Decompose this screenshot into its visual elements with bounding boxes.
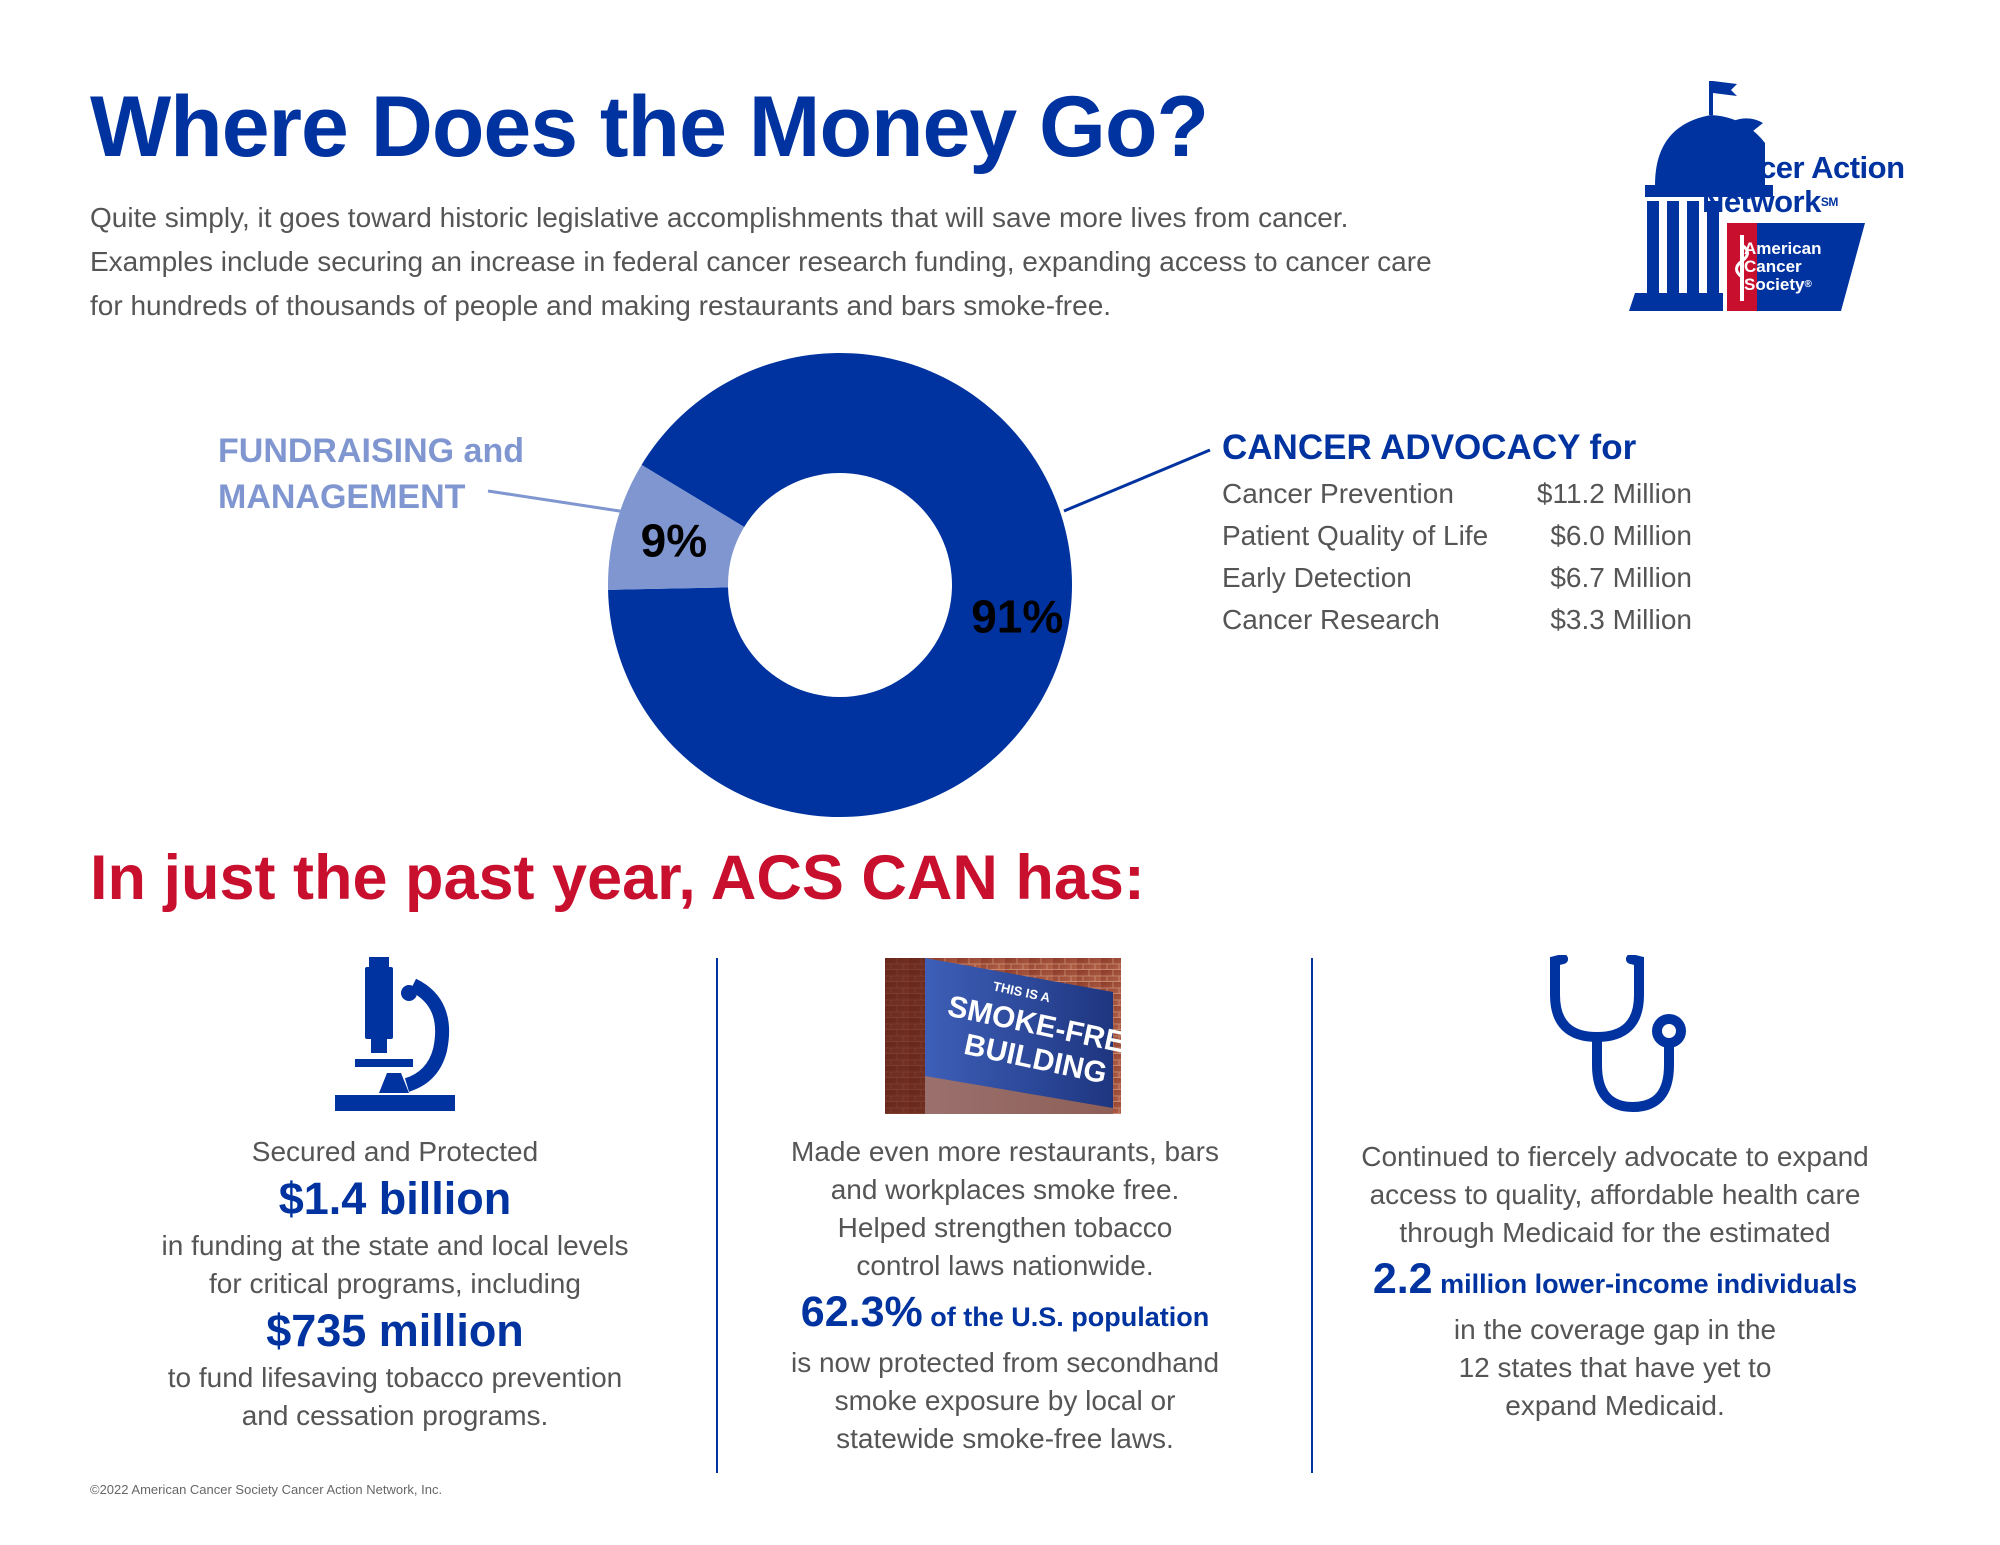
microscope-icon	[335, 957, 455, 1111]
text-line: Continued to fiercely advocate to expand	[1361, 1141, 1869, 1172]
fundraising-label: FUNDRAISING and MANAGEMENT	[218, 428, 524, 520]
acs-line-society: Society	[1744, 275, 1805, 294]
acs-line: American	[1744, 239, 1822, 258]
advocacy-title: CANCER ADVOCACY for	[1222, 428, 1637, 467]
population-suffix: of the U.S. population	[922, 1302, 1210, 1332]
service-mark: SM	[1820, 195, 1839, 209]
text-line: for critical programs, including	[209, 1268, 581, 1299]
text-line: Helped strengthen tobacco	[837, 1212, 1173, 1243]
advocacy-category: Early Detection	[1222, 562, 1412, 593]
achievement-smoke-free: Made even more restaurants, bars and wor…	[725, 1133, 1285, 1458]
advocacy-amount: $11.2 Million	[1536, 478, 1692, 509]
text-line: Secured and Protected	[251, 1136, 539, 1167]
copyright-notice: ©2022 American Cancer Society Cancer Act…	[90, 1482, 443, 1497]
slice-label-advocacy: 91%	[971, 590, 1063, 642]
text-line: through Medicaid for the estimated	[1399, 1217, 1831, 1248]
advocacy-amount: $6.0 Million	[1550, 520, 1692, 551]
population-percent: 62.3%	[800, 1288, 923, 1336]
advocacy-row: Patient Quality of Life $6.0 Million	[1222, 515, 1692, 557]
text-line: expand Medicaid.	[1505, 1390, 1725, 1421]
text-line: in the coverage gap in the	[1453, 1314, 1777, 1345]
advocacy-breakdown: Cancer Prevention $11.2 Million Patient …	[1222, 473, 1692, 641]
funding-amount: $1.4 billion	[278, 1173, 512, 1224]
advocacy-category: Cancer Research	[1222, 604, 1440, 635]
slice-fundraising	[608, 464, 745, 590]
intro-paragraph: Quite simply, it goes toward historic le…	[90, 196, 1490, 328]
cancer-action-network-logo	[1629, 81, 1865, 311]
column-divider	[716, 958, 718, 1473]
intro-line: Quite simply, it goes toward historic le…	[90, 202, 1349, 233]
logo-title-network: Network	[1702, 184, 1821, 219]
text-line: 12 states that have yet to	[1458, 1352, 1772, 1383]
logo-title-line: NetworkSM	[1702, 185, 1905, 219]
coverage-gap-stat: 2.2 million lower-income individuals	[1330, 1252, 1900, 1311]
text-line: access to quality, affordable health car…	[1369, 1179, 1861, 1210]
text-line: in funding at the state and local levels	[161, 1230, 629, 1261]
intro-line: for hundreds of thousands of people and …	[90, 290, 1112, 321]
advocacy-row: Early Detection $6.7 Million	[1222, 557, 1692, 599]
column-divider	[1311, 958, 1313, 1473]
population-stat: 62.3% of the U.S. population	[725, 1285, 1285, 1344]
advocacy-row: Cancer Prevention $11.2 Million	[1222, 473, 1692, 515]
smoke-free-sign-photo: THIS IS A SMOKE-FREE BUILDING	[885, 958, 1121, 1114]
fundraising-label-line: FUNDRAISING and	[218, 432, 524, 470]
achievement-medicaid: Continued to fiercely advocate to expand…	[1330, 1138, 1900, 1425]
slice-advocacy	[608, 352, 1072, 817]
section-heading: In just the past year, ACS CAN has:	[90, 843, 1145, 913]
acs-line: Cancer	[1744, 257, 1802, 276]
achievement-funding: Secured and Protected $1.4 billion in fu…	[120, 1133, 670, 1435]
text-line: and workplaces smoke free.	[830, 1174, 1180, 1205]
tobacco-funding-amount: $735 million	[266, 1305, 524, 1356]
text-line: Made even more restaurants, bars	[791, 1136, 1219, 1167]
advocacy-amount: $6.7 Million	[1550, 562, 1692, 593]
stethoscope-icon	[1550, 955, 1686, 1113]
advocacy-amount: $3.3 Million	[1550, 604, 1692, 635]
donut-chart: 91% 9%	[608, 352, 1072, 817]
text-line: and cessation programs.	[241, 1400, 549, 1431]
advocacy-leader-line	[1063, 448, 1211, 513]
text-line: to fund lifesaving tobacco prevention	[167, 1362, 623, 1393]
text-line: statewide smoke-free laws.	[836, 1423, 1174, 1454]
coverage-gap-number: 2.2	[1372, 1255, 1433, 1303]
fundraising-label-line: MANAGEMENT	[218, 478, 466, 516]
registered-mark: ®	[1804, 279, 1812, 290]
coverage-gap-suffix: million lower-income individuals	[1432, 1269, 1858, 1299]
donut-slices	[608, 352, 1072, 817]
logo-title-line: Cancer Action	[1702, 150, 1905, 185]
acs-logo-text: American Cancer Society®	[1744, 240, 1821, 294]
intro-line: Examples include securing an increase in…	[90, 246, 1432, 277]
text-line: smoke exposure by local or	[834, 1385, 1176, 1416]
acs-line: Society®	[1744, 276, 1821, 294]
advocacy-category: Cancer Prevention	[1222, 478, 1454, 509]
text-line: control laws nationwide.	[856, 1250, 1154, 1281]
logo-title: Cancer Action NetworkSM	[1702, 151, 1905, 219]
page-title: Where Does the Money Go?	[90, 79, 1209, 175]
advocacy-category: Patient Quality of Life	[1222, 520, 1489, 551]
text-line: is now protected from secondhand	[790, 1347, 1220, 1378]
advocacy-row: Cancer Research $3.3 Million	[1222, 599, 1692, 641]
slice-label-fundraising: 9%	[641, 514, 707, 566]
